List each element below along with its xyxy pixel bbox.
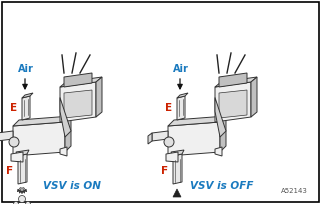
Polygon shape xyxy=(251,77,257,117)
Polygon shape xyxy=(215,77,257,87)
Text: VSV is OFF: VSV is OFF xyxy=(190,181,254,191)
Text: F: F xyxy=(161,166,168,176)
Text: E: E xyxy=(10,103,17,113)
Circle shape xyxy=(13,202,19,204)
Circle shape xyxy=(25,202,30,204)
Polygon shape xyxy=(64,73,92,87)
Polygon shape xyxy=(148,133,152,144)
Text: VSV is ON: VSV is ON xyxy=(43,181,101,191)
Polygon shape xyxy=(96,77,102,117)
Text: Air: Air xyxy=(18,64,34,74)
Polygon shape xyxy=(215,82,251,122)
Polygon shape xyxy=(60,82,96,122)
Polygon shape xyxy=(65,116,71,152)
Polygon shape xyxy=(60,77,102,87)
Polygon shape xyxy=(215,98,226,137)
Polygon shape xyxy=(171,150,184,156)
Polygon shape xyxy=(18,154,27,184)
Text: A52143: A52143 xyxy=(281,188,308,194)
Polygon shape xyxy=(22,93,33,98)
Polygon shape xyxy=(11,152,23,162)
Polygon shape xyxy=(177,96,185,120)
Circle shape xyxy=(19,195,25,203)
Polygon shape xyxy=(173,154,182,184)
Polygon shape xyxy=(60,98,71,137)
Circle shape xyxy=(9,137,19,147)
Polygon shape xyxy=(152,131,168,141)
Polygon shape xyxy=(168,116,226,126)
Text: Air: Air xyxy=(173,64,189,74)
Polygon shape xyxy=(215,147,222,156)
Text: F: F xyxy=(6,166,13,176)
Polygon shape xyxy=(173,189,181,197)
Polygon shape xyxy=(16,150,29,156)
Polygon shape xyxy=(64,90,92,118)
Polygon shape xyxy=(220,116,226,152)
Polygon shape xyxy=(13,116,71,126)
Text: E: E xyxy=(165,103,172,113)
Polygon shape xyxy=(219,90,247,118)
Polygon shape xyxy=(0,131,13,141)
Polygon shape xyxy=(22,96,30,120)
Polygon shape xyxy=(219,73,247,87)
Polygon shape xyxy=(13,122,65,156)
Circle shape xyxy=(164,137,174,147)
Polygon shape xyxy=(177,93,188,98)
Polygon shape xyxy=(166,152,178,162)
Polygon shape xyxy=(168,122,220,156)
Polygon shape xyxy=(60,147,67,156)
